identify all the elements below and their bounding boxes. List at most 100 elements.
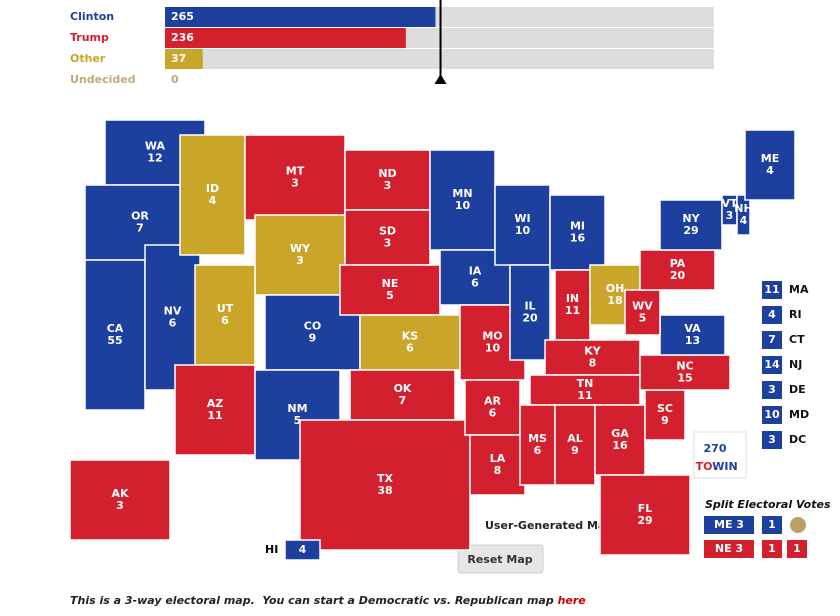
state-abbr: ND	[378, 167, 396, 180]
state-votes: 7	[136, 222, 144, 235]
state	[344, 149, 431, 211]
win-marker-arrow	[434, 74, 447, 84]
state-abbr: OH	[606, 282, 625, 295]
state-votes: 29	[683, 224, 698, 237]
logo-number: 270	[704, 442, 727, 455]
state-votes: 3	[291, 177, 299, 190]
split-label: NE 3	[715, 542, 743, 555]
state-abbr: SD	[379, 225, 396, 238]
state-abbr: MI	[570, 220, 585, 233]
state-votes: 55	[107, 334, 122, 347]
state-abbr: PA	[670, 257, 686, 270]
state-abbr: IL	[524, 300, 535, 313]
small-state-box	[762, 281, 782, 299]
state-abbr: HI	[265, 543, 278, 556]
small-state-votes: 3	[768, 433, 776, 446]
state-votes: 10	[485, 342, 501, 355]
state-abbr: OK	[394, 382, 412, 395]
district-votes: 1	[768, 542, 776, 555]
state-votes: 3	[726, 209, 734, 222]
small-state-votes: 14	[764, 358, 780, 371]
state	[599, 474, 691, 556]
state-votes: 3	[116, 499, 124, 512]
state-abbr: AR	[484, 395, 502, 408]
state-abbr: NE	[382, 277, 399, 290]
state-abbr: VA	[684, 322, 701, 335]
state-abbr: AL	[567, 432, 583, 445]
state-votes: 6	[406, 342, 414, 355]
state-votes: 9	[309, 332, 317, 345]
state	[69, 459, 171, 541]
state	[174, 364, 256, 456]
state-abbr: AZ	[207, 397, 224, 410]
state-votes: 6	[221, 314, 229, 327]
state-votes: 4	[740, 214, 748, 227]
info-icon	[790, 517, 806, 533]
state	[194, 264, 256, 366]
state-abbr: MO	[482, 330, 502, 343]
district-box	[762, 516, 782, 534]
reset-label[interactable]: Reset Map	[467, 553, 532, 566]
tally-name: Trump	[70, 31, 109, 44]
state-abbr: OR	[131, 210, 149, 223]
state	[549, 194, 606, 271]
state-votes: 20	[670, 269, 686, 282]
state	[744, 129, 796, 201]
tally-value: 37	[171, 52, 186, 65]
reset-button[interactable]	[457, 544, 544, 574]
state-abbr: MS	[528, 432, 547, 445]
district-box	[787, 540, 807, 558]
state-votes: 10	[455, 199, 471, 212]
state-votes: 15	[677, 372, 692, 385]
footer-link[interactable]: here	[558, 594, 587, 607]
state-votes: 16	[612, 439, 628, 452]
small-state-votes: 7	[768, 333, 776, 346]
state-votes: 6	[471, 277, 479, 290]
state-abbr: NM	[287, 402, 307, 415]
state-abbr: NV	[164, 305, 182, 318]
state-votes: 11	[207, 409, 222, 422]
state-votes: 11	[577, 389, 592, 402]
state-abbr: FL	[638, 502, 653, 515]
state	[509, 264, 551, 361]
state-votes: 10	[515, 224, 531, 237]
footer-text: This is a 3-way electoral map. You can s…	[70, 594, 586, 607]
state-votes: 6	[489, 407, 497, 420]
state-abbr: CA	[107, 322, 124, 335]
logo-to: TO	[696, 460, 713, 473]
tally-value: 265	[171, 10, 194, 23]
tally-name: Clinton	[70, 10, 114, 23]
state	[624, 289, 661, 336]
tally-name: Other	[70, 52, 106, 65]
small-state-votes: 3	[768, 383, 776, 396]
state-votes: 7	[399, 394, 407, 407]
state-abbr: AK	[111, 487, 129, 500]
split-box	[704, 540, 754, 558]
state-abbr: SC	[657, 402, 673, 415]
state	[659, 314, 726, 356]
state-abbr: WI	[514, 212, 530, 225]
state-votes: 4	[766, 164, 774, 177]
state	[469, 434, 526, 496]
state-abbr: KY	[584, 345, 602, 358]
state-abbr: UT	[217, 302, 234, 315]
tally-track	[165, 49, 714, 69]
state-abbr: NC	[676, 360, 693, 373]
split-title: Split Electoral Votes	[705, 498, 831, 511]
state-abbr: WA	[145, 140, 166, 153]
small-state-abbr: CT	[789, 333, 805, 346]
state-votes: 5	[386, 289, 394, 302]
state-abbr: NY	[682, 212, 700, 225]
state-votes: 5	[639, 312, 647, 325]
state	[736, 194, 751, 236]
state-abbr: KS	[402, 330, 419, 343]
state-abbr: ID	[206, 182, 219, 195]
small-state-box	[762, 381, 782, 399]
split-box	[704, 516, 754, 534]
small-state-box	[762, 431, 782, 449]
district-votes: 1	[768, 518, 776, 531]
state-abbr: VT	[721, 197, 738, 210]
state-abbr: MN	[452, 187, 472, 200]
state-votes: 8	[494, 464, 502, 477]
